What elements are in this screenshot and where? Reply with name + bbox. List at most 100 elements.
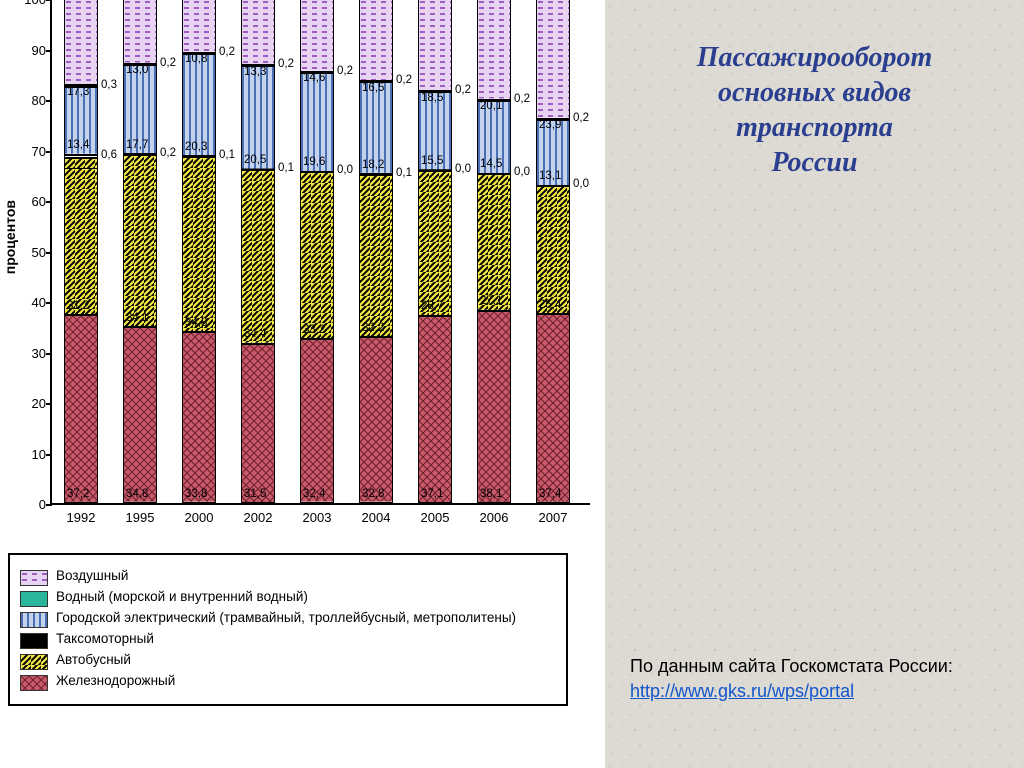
y-tick-mark (46, 0, 52, 1)
legend-swatch-water (20, 591, 48, 607)
seg-air (123, 0, 157, 64)
y-tick-label: 10 (20, 447, 46, 462)
seg-rail (123, 327, 157, 503)
y-tick-label: 0 (20, 497, 46, 512)
value-label-taxi: 0,0 (573, 179, 589, 191)
y-tick-label: 100 (20, 0, 46, 7)
legend-item-urban_electric: Городской электрический (трамвайный, тро… (20, 610, 556, 628)
value-label-air: 10,8 (185, 54, 207, 66)
y-tick-mark (46, 100, 52, 102)
value-label-water: 0,2 (278, 59, 294, 71)
value-label-taxi: 0,1 (278, 163, 294, 175)
seg-rail (536, 314, 570, 503)
value-label-taxi: 0,0 (514, 167, 530, 179)
source-link[interactable]: http://www.gks.ru/wps/portal (630, 681, 854, 701)
value-label-taxi: 0,1 (219, 150, 235, 162)
seg-air (536, 0, 570, 119)
y-tick-label: 20 (20, 396, 46, 411)
value-label-air: 13,0 (126, 65, 148, 77)
value-label-taxi: 0,1 (396, 168, 412, 180)
seg-air (359, 0, 393, 81)
bar-2003: 200332,433,20,019,60,214,6 (300, 0, 334, 503)
bar-1992: 199237,231,20,613,40,317,3 (64, 0, 98, 503)
plot-area: 199237,231,20,613,40,317,3199534,834,10,… (50, 0, 590, 505)
value-label-bus: 27,1 (480, 296, 502, 308)
y-tick-label: 40 (20, 295, 46, 310)
value-label-air: 16,5 (362, 83, 384, 95)
chart-panel: процентов 199237,231,20,613,40,317,31995… (0, 0, 605, 768)
value-label-urban_electric: 13,4 (67, 140, 89, 152)
seg-bus (536, 186, 570, 314)
bar-2006: 200638,127,10,014,50,220,1 (477, 0, 511, 503)
x-tick-label: 2004 (356, 510, 396, 525)
value-label-urban_electric: 18,2 (362, 160, 384, 172)
value-label-water: 0,3 (101, 80, 117, 92)
x-tick-label: 2000 (179, 510, 219, 525)
value-label-urban_electric: 20,3 (185, 142, 207, 154)
seg-bus (477, 174, 511, 311)
value-label-rail: 37,4 (539, 489, 561, 501)
legend-item-bus: Автобусный (20, 652, 556, 670)
legend-swatch-urban_electric (20, 612, 48, 628)
source-block: По данным сайта Госкомстата России: http… (630, 654, 999, 703)
seg-air (300, 0, 334, 72)
value-label-urban_electric: 13,1 (539, 171, 561, 183)
y-tick-mark (46, 454, 52, 456)
legend-label: Водный (морской и внутренний водный) (56, 589, 308, 606)
x-tick-label: 2006 (474, 510, 514, 525)
seg-air (182, 0, 216, 53)
seg-bus (300, 172, 334, 340)
value-label-air: 18,5 (421, 93, 443, 105)
value-label-rail: 34,8 (126, 489, 148, 501)
source-text: По данным сайта Госкомстата России: (630, 656, 953, 676)
legend-item-rail: Железнодорожный (20, 673, 556, 691)
title-line: транспорта (630, 110, 999, 145)
y-tick-mark (46, 201, 52, 203)
y-tick-label: 90 (20, 43, 46, 58)
legend-label: Городской электрический (трамвайный, тро… (56, 610, 516, 627)
value-label-urban_electric: 17,7 (126, 140, 148, 152)
y-tick-mark (46, 252, 52, 254)
seg-rail (418, 316, 452, 503)
seg-bus (241, 170, 275, 344)
legend-label: Таксомоторный (56, 631, 154, 648)
value-label-water: 0,2 (219, 47, 235, 59)
title-line: основных видов (630, 75, 999, 110)
seg-air (64, 0, 98, 85)
title-line: России (630, 145, 999, 180)
value-label-air: 20,1 (480, 101, 502, 113)
bar-2005: 200537,128,70,015,50,218,5 (418, 0, 452, 503)
legend-label: Автобусный (56, 652, 131, 669)
value-label-rail: 37,2 (67, 489, 89, 501)
value-label-bus: 34,1 (126, 313, 148, 325)
legend-item-air: Воздушный (20, 568, 556, 586)
value-label-air: 17,3 (67, 87, 89, 99)
x-tick-label: 2005 (415, 510, 455, 525)
y-tick-label: 50 (20, 245, 46, 260)
value-label-taxi: 0,0 (337, 165, 353, 177)
value-label-bus: 34,8 (185, 318, 207, 330)
seg-bus (359, 175, 393, 338)
value-label-rail: 31,5 (244, 489, 266, 501)
y-tick-mark (46, 353, 52, 355)
title-line: Пассажирооборот (630, 40, 999, 75)
seg-rail (241, 344, 275, 503)
value-label-urban_electric: 14,5 (480, 159, 502, 171)
value-label-urban_electric: 19,6 (303, 157, 325, 169)
seg-air (418, 0, 452, 91)
legend-item-water: Водный (морской и внутренний водный) (20, 589, 556, 607)
seg-air (477, 0, 511, 100)
value-label-taxi: 0,6 (101, 150, 117, 162)
legend: Воздушный Водный (морской и внутренний во… (8, 553, 568, 706)
x-tick-label: 1992 (61, 510, 101, 525)
value-label-urban_electric: 20,5 (244, 155, 266, 167)
seg-rail (182, 332, 216, 503)
value-label-water: 0,2 (573, 113, 589, 125)
seg-rail (359, 337, 393, 503)
seg-bus (182, 157, 216, 333)
chart-area: процентов 199237,231,20,613,40,317,31995… (0, 0, 605, 545)
value-label-water: 0,2 (337, 66, 353, 78)
y-tick-mark (46, 403, 52, 405)
y-axis-label: процентов (2, 200, 18, 274)
bar-2002: 200231,534,40,120,50,213,3 (241, 0, 275, 503)
